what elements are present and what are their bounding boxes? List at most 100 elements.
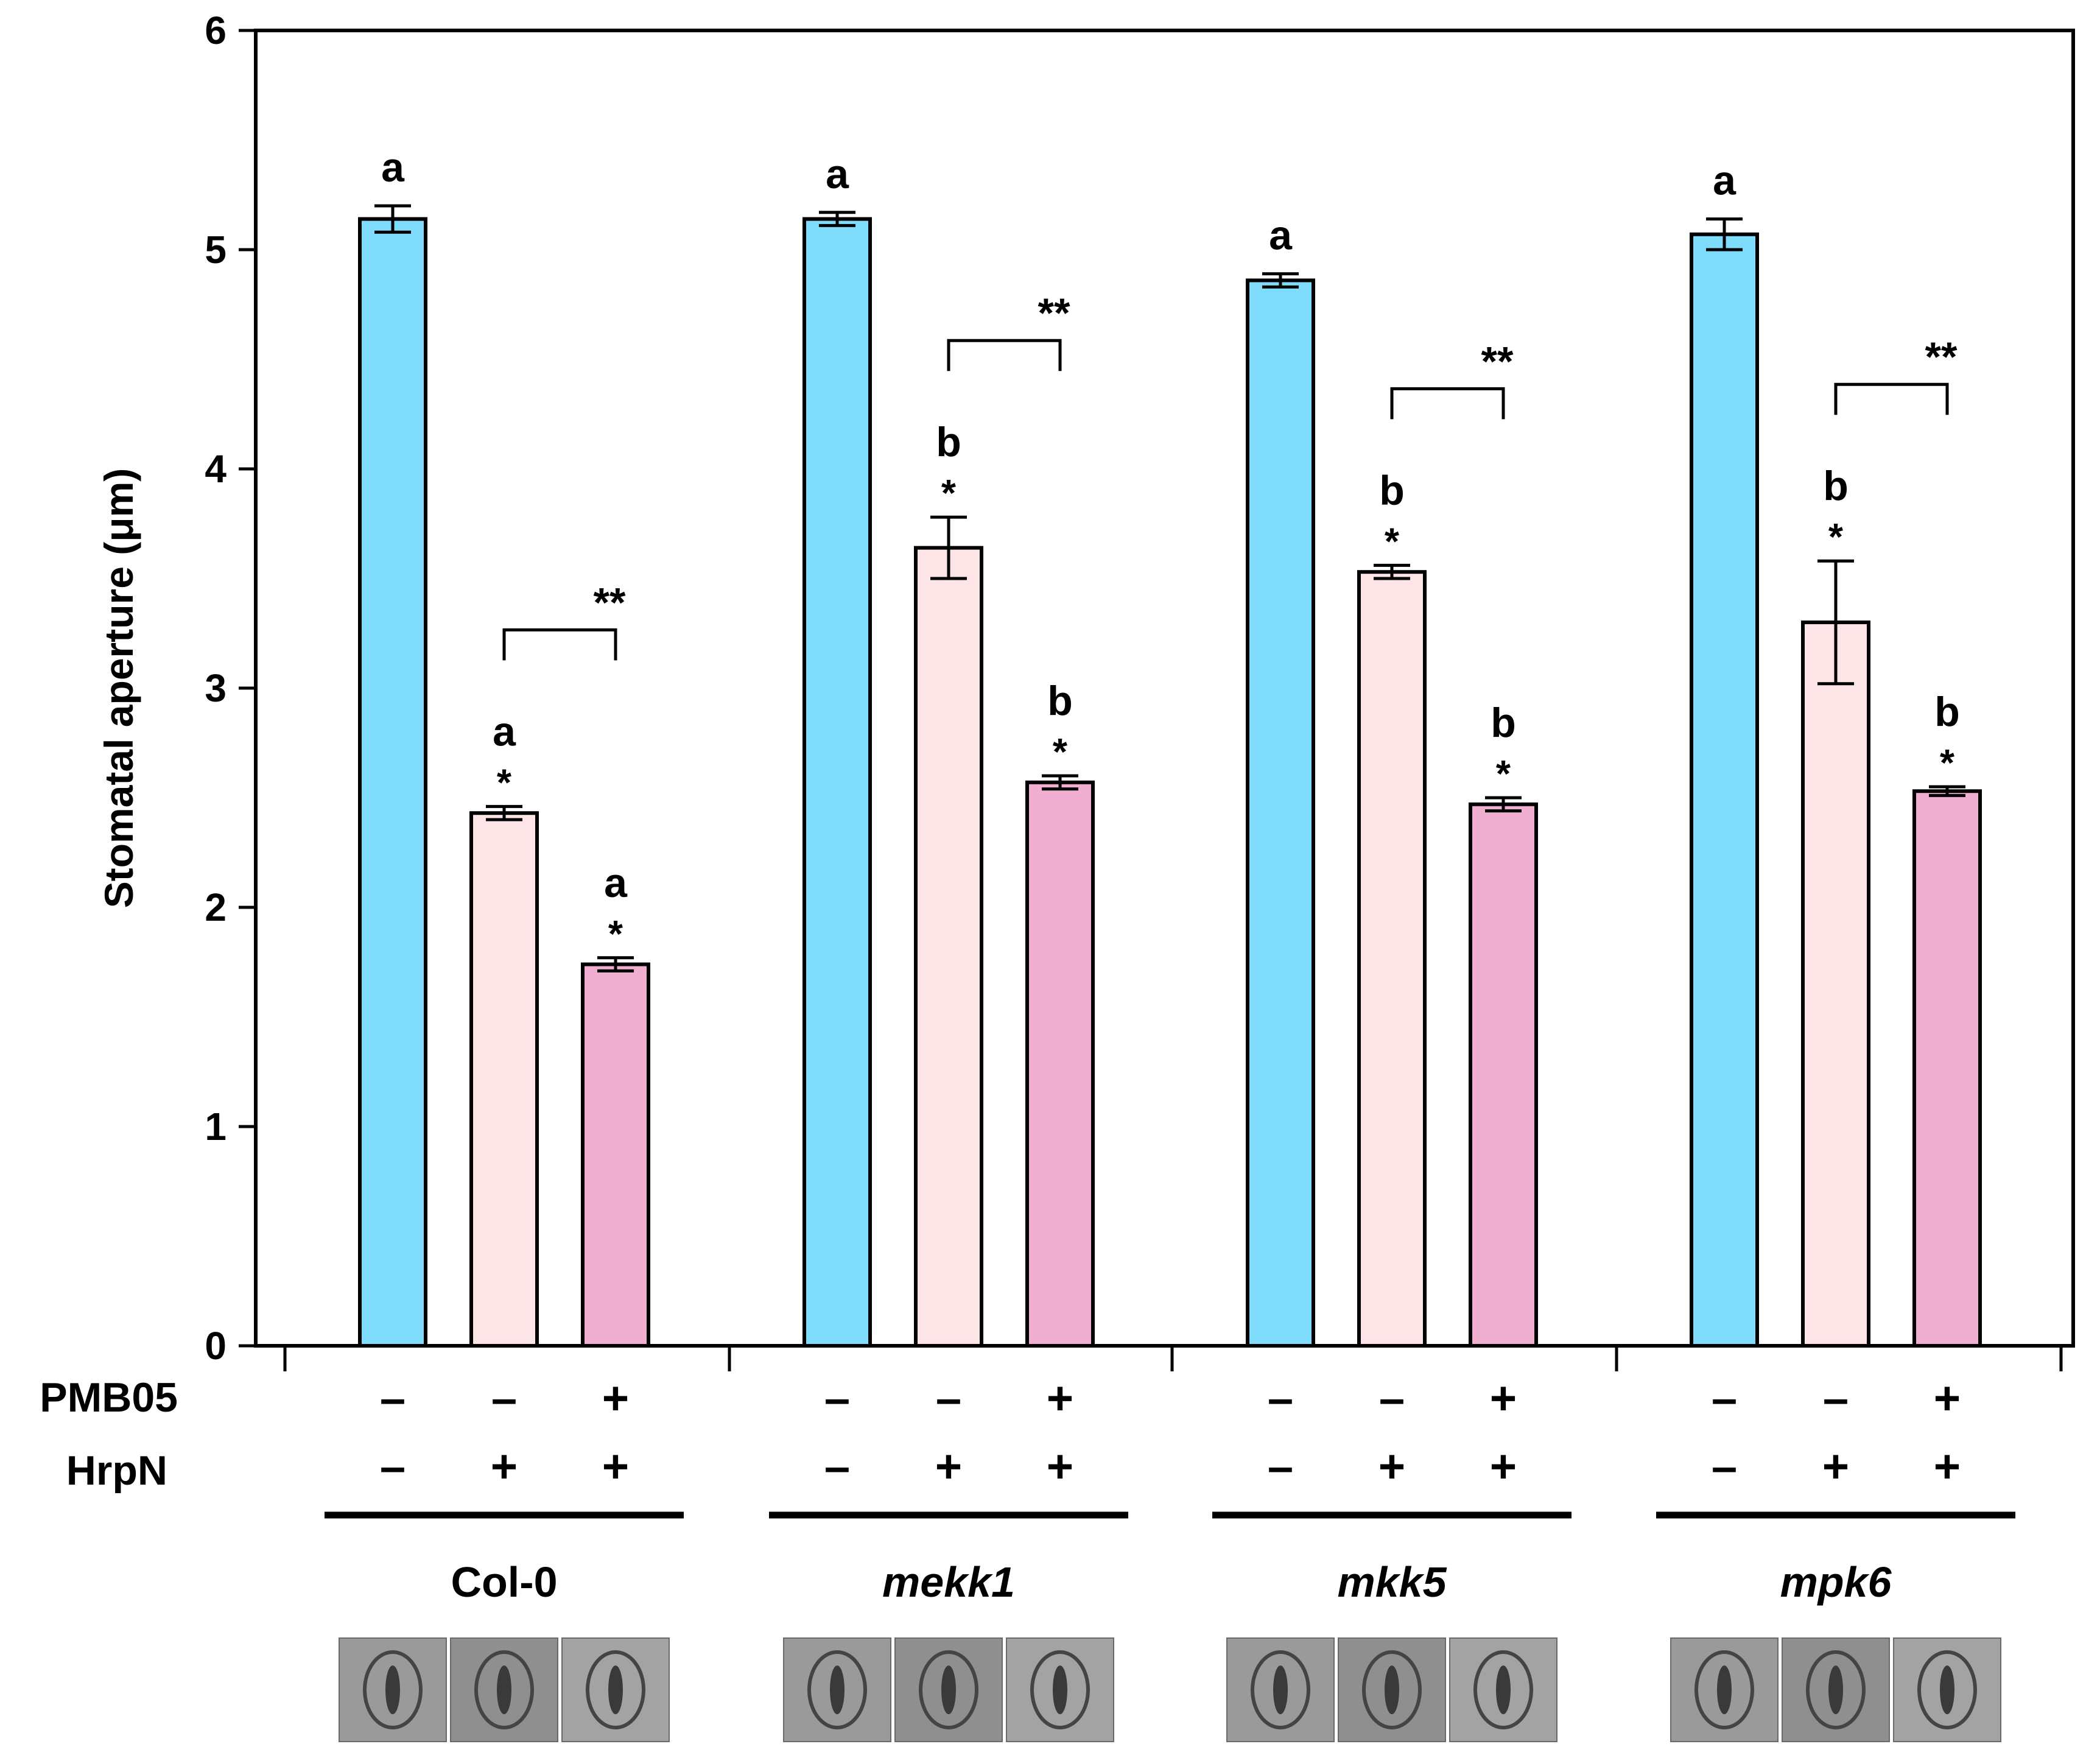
group-letter: b xyxy=(1491,700,1516,746)
significance-star: * xyxy=(497,762,512,804)
hrpn-sign: + xyxy=(1490,1441,1517,1493)
bracket-stars: ** xyxy=(1038,290,1070,336)
hrpn-sign: + xyxy=(1822,1441,1849,1493)
y-tick-label: 5 xyxy=(205,228,227,272)
stomatal-pore xyxy=(1940,1665,1954,1714)
stomatal-pore xyxy=(1273,1665,1288,1714)
guard-cell-outline xyxy=(474,1650,534,1729)
treatment-table: PMB05 HrpN – – – + + + Col-0 – – – + + + mekk1 – – – + + + mkk… xyxy=(40,1373,2015,1606)
stomatal-pore xyxy=(385,1665,400,1714)
hrpn-sign: – xyxy=(1712,1441,1737,1493)
group-label-mkk5: mkk5 xyxy=(1337,1558,1447,1606)
bar-Col-0-3 xyxy=(581,962,650,1348)
bar-mkk5-2 xyxy=(1357,570,1427,1348)
stomatal-pore xyxy=(1053,1665,1067,1714)
pmb05-sign: – xyxy=(824,1373,850,1424)
pmb05-sign: + xyxy=(1934,1373,1961,1424)
stomatal-pore xyxy=(830,1665,845,1714)
pmb05-sign: – xyxy=(1268,1373,1293,1424)
hrpn-sign: + xyxy=(602,1441,629,1493)
group-letter: a xyxy=(826,151,849,197)
hrpn-sign: – xyxy=(824,1441,850,1493)
group-letter: b xyxy=(1823,463,1849,509)
hrpn-sign: + xyxy=(491,1441,518,1493)
axes: 0 1 2 3 4 5 6 Stomatal aperture (μm) xyxy=(96,9,2075,1371)
group-letter: b xyxy=(1047,678,1073,724)
bar-mekk1-1 xyxy=(802,217,872,1348)
group-letter: a xyxy=(381,144,405,191)
bar-mpk6-3 xyxy=(1912,789,1982,1348)
pmb05-sign: – xyxy=(936,1373,961,1424)
hrpn-sign: + xyxy=(1047,1441,1073,1493)
group-letter: a xyxy=(493,708,516,754)
guard-cell-outline xyxy=(1806,1650,1866,1729)
pmb05-sign: + xyxy=(1490,1373,1517,1424)
group-label-mekk1: mekk1 xyxy=(882,1558,1015,1606)
guard-cell-outline xyxy=(1473,1650,1533,1729)
group-letter: a xyxy=(604,860,628,906)
stomatal-pore xyxy=(1828,1665,1843,1714)
significance-star: * xyxy=(1940,742,1955,784)
guard-cell-outline xyxy=(1251,1650,1310,1729)
stomatal-pore xyxy=(497,1665,511,1714)
guard-cell-outline xyxy=(1694,1650,1754,1729)
group-letter: b xyxy=(936,419,961,465)
significance-star: * xyxy=(1385,521,1400,563)
bracket-stars: ** xyxy=(594,579,626,625)
group-letter: a xyxy=(1269,213,1293,259)
hrpn-sign: – xyxy=(380,1441,406,1493)
bracket-stars: ** xyxy=(1481,338,1514,384)
significance-star: * xyxy=(1828,516,1844,558)
guard-cell-outline xyxy=(586,1650,645,1729)
guard-cell-outline xyxy=(1362,1650,1422,1729)
y-axis-label: Stomatal aperture (μm) xyxy=(96,468,141,909)
significance-star: * xyxy=(941,473,957,515)
significance-star: * xyxy=(1053,731,1068,773)
bar-Col-0-1 xyxy=(358,217,427,1348)
pmb05-sign: – xyxy=(1379,1373,1405,1424)
y-tick-label: 4 xyxy=(205,447,227,491)
significance-star: * xyxy=(1496,753,1511,795)
pmb05-sign: + xyxy=(1047,1373,1073,1424)
y-tick-label: 3 xyxy=(205,666,227,710)
hrpn-sign: + xyxy=(935,1441,962,1493)
pmb05-sign: – xyxy=(491,1373,517,1424)
bar-mekk1-3 xyxy=(1025,780,1095,1348)
significance-star: * xyxy=(608,913,623,955)
hrpn-sign: + xyxy=(1934,1441,1961,1493)
y-tick-label: 6 xyxy=(205,9,227,52)
y-tick-label: 1 xyxy=(205,1105,227,1148)
guard-cell-outline xyxy=(1030,1650,1090,1729)
group-letter: b xyxy=(1934,689,1960,735)
bar-mpk6-2 xyxy=(1801,621,1870,1348)
significance-bracket xyxy=(1390,387,1505,420)
guard-cell-outline xyxy=(363,1650,423,1729)
stomatal-pore xyxy=(1496,1665,1511,1714)
pmb05-sign: – xyxy=(1823,1373,1849,1424)
bracket-stars: ** xyxy=(1925,334,1958,380)
bar-mpk6-1 xyxy=(1690,232,1759,1348)
guard-cell-outline xyxy=(1917,1650,1977,1729)
group-label-mpk6: mpk6 xyxy=(1780,1558,1892,1606)
row-label-hrpn: HrpN xyxy=(66,1447,167,1494)
group-letter: b xyxy=(1379,467,1405,513)
pmb05-sign: – xyxy=(1712,1373,1737,1424)
stomatal-pore xyxy=(1385,1665,1399,1714)
stomatal-pore xyxy=(608,1665,623,1714)
bar-mkk5-1 xyxy=(1246,278,1315,1348)
row-label-pmb05: PMB05 xyxy=(40,1374,178,1421)
bars xyxy=(358,204,1982,1348)
bar-Col-0-2 xyxy=(469,811,539,1348)
group-letter: a xyxy=(1713,158,1737,204)
hrpn-sign: + xyxy=(1378,1441,1405,1493)
y-tick-label: 2 xyxy=(205,885,227,929)
significance-bracket xyxy=(502,628,617,661)
significance-bracket xyxy=(1834,382,1949,415)
annotations: a * a * a ** a * b * b ** a * b * b ** a * b * b ** xyxy=(381,144,1960,955)
bar-mkk5-3 xyxy=(1469,802,1538,1348)
bar-mekk1-2 xyxy=(914,546,983,1348)
hrpn-sign: – xyxy=(1268,1441,1293,1493)
y-tick-label: 0 xyxy=(205,1324,227,1368)
pmb05-sign: + xyxy=(602,1373,629,1424)
